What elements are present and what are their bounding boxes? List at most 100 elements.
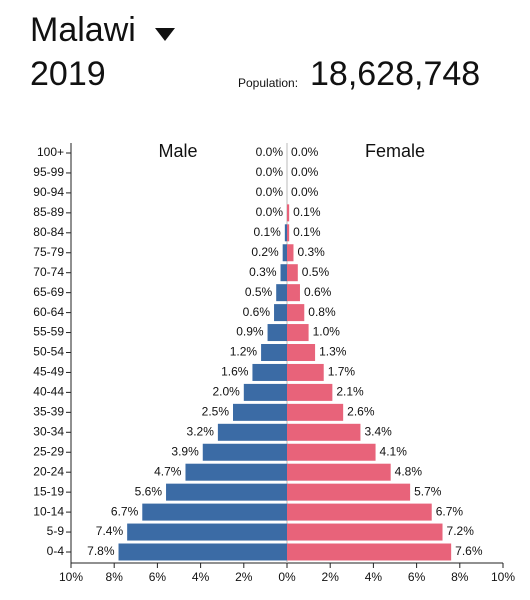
bar: [287, 204, 290, 222]
x-tick-label: 6%: [408, 570, 426, 584]
bar: [287, 403, 344, 421]
value-label: 4.1%: [380, 444, 408, 458]
y-tick-label: 40-44: [33, 385, 64, 399]
value-label: 3.2%: [187, 424, 215, 438]
y-tick-label: 5-9: [47, 524, 65, 538]
bar: [287, 284, 300, 302]
value-label: 0.3%: [297, 245, 325, 259]
x-tick-label: 2%: [235, 570, 253, 584]
value-label: 5.7%: [414, 484, 442, 498]
population-value: 18,628,748: [310, 55, 480, 93]
year: 2019: [30, 55, 106, 93]
value-label: 1.7%: [328, 365, 356, 379]
bar: [252, 363, 287, 381]
value-label: 3.9%: [171, 444, 199, 458]
bar: [217, 423, 287, 441]
value-label: 2.6%: [347, 405, 375, 419]
x-tick-label: 0%: [278, 570, 296, 584]
legend-label: Female: [365, 141, 425, 161]
bar: [287, 244, 294, 262]
bar: [166, 483, 287, 501]
legend-label: Male: [158, 141, 197, 161]
value-label: 0.0%: [291, 145, 319, 159]
value-label: 7.2%: [447, 524, 475, 538]
value-label: 4.7%: [154, 464, 182, 478]
value-label: 0.8%: [308, 305, 336, 319]
bar: [287, 264, 298, 282]
value-label: 1.3%: [319, 345, 347, 359]
value-label: 6.7%: [436, 504, 464, 518]
bar: [280, 264, 287, 282]
bar: [287, 383, 333, 401]
value-label: 0.0%: [256, 165, 284, 179]
value-label: 0.9%: [236, 325, 264, 339]
country-name[interactable]: Malawi: [30, 11, 136, 49]
x-tick-label: 4%: [192, 570, 210, 584]
value-label: 0.5%: [302, 265, 330, 279]
y-tick-label: 25-29: [33, 444, 64, 458]
y-tick-label: 75-79: [33, 245, 64, 259]
y-tick-label: 30-34: [33, 424, 64, 438]
bar: [287, 543, 452, 561]
population-label: Population:: [238, 76, 298, 90]
y-tick-label: 85-89: [33, 205, 64, 219]
value-label: 0.1%: [293, 225, 321, 239]
bar: [274, 304, 287, 322]
value-label: 0.0%: [256, 185, 284, 199]
y-tick-label: 20-24: [33, 464, 64, 478]
x-tick-label: 8%: [106, 570, 124, 584]
bar: [287, 324, 309, 342]
value-label: 0.3%: [249, 265, 277, 279]
value-label: 4.8%: [395, 464, 423, 478]
value-label: 0.2%: [251, 245, 279, 259]
bar: [267, 324, 287, 342]
x-tick-label: 2%: [322, 570, 340, 584]
bar: [142, 503, 287, 521]
x-tick-label: 10%: [59, 570, 83, 584]
value-label: 1.2%: [230, 345, 258, 359]
x-tick-label: 4%: [365, 570, 383, 584]
x-tick-label: 10%: [491, 570, 515, 584]
y-tick-label: 60-64: [33, 305, 64, 319]
y-tick-label: 10-14: [33, 504, 64, 518]
value-label: 6.7%: [111, 504, 139, 518]
bar: [282, 244, 287, 262]
value-label: 7.6%: [455, 544, 483, 558]
bar: [202, 443, 287, 461]
bar: [243, 383, 287, 401]
y-tick-label: 70-74: [33, 265, 64, 279]
value-label: 2.1%: [336, 385, 364, 399]
value-label: 1.6%: [221, 365, 249, 379]
value-label: 0.0%: [291, 185, 319, 199]
value-label: 1.0%: [313, 325, 341, 339]
y-tick-label: 50-54: [33, 345, 64, 359]
bar: [287, 224, 290, 242]
bar: [284, 224, 287, 242]
y-tick-label: 65-69: [33, 285, 64, 299]
value-label: 0.5%: [245, 285, 273, 299]
y-tick-label: 95-99: [33, 165, 64, 179]
value-label: 7.4%: [96, 524, 124, 538]
bar: [276, 284, 287, 302]
bar: [287, 344, 316, 361]
bar: [118, 543, 288, 561]
value-label: 3.4%: [364, 424, 392, 438]
y-tick-label: 0-4: [47, 544, 65, 558]
bar: [287, 423, 361, 441]
x-tick-label: 6%: [149, 570, 167, 584]
bar: [261, 344, 287, 361]
value-label: 2.5%: [202, 405, 230, 419]
value-label: 5.6%: [135, 484, 163, 498]
bar: [185, 463, 287, 481]
bar: [287, 363, 324, 381]
bar: [287, 503, 432, 521]
value-label: 0.6%: [243, 305, 271, 319]
bar: [287, 523, 443, 541]
dropdown-arrow[interactable]: [155, 28, 175, 41]
y-tick-label: 80-84: [33, 225, 64, 239]
value-label: 0.1%: [253, 225, 281, 239]
bar: [287, 304, 305, 322]
bar: [287, 443, 376, 461]
value-label: 0.6%: [304, 285, 332, 299]
